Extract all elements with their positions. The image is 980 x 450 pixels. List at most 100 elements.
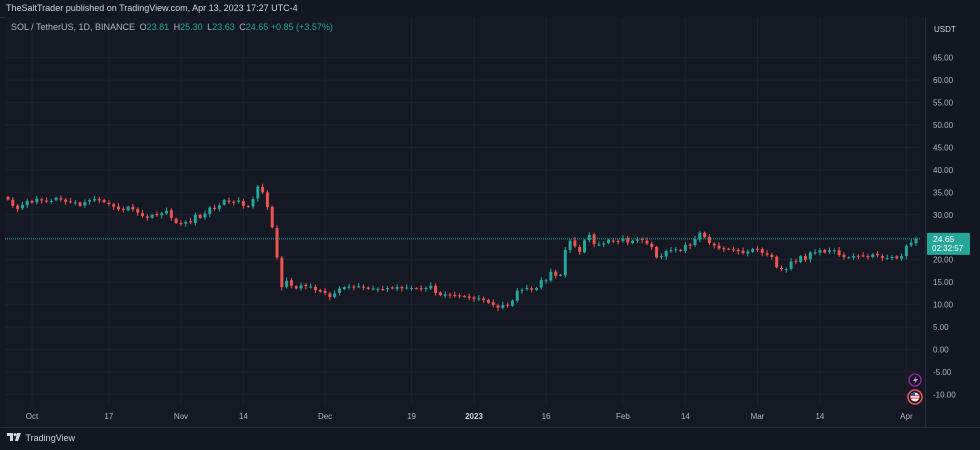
candle <box>419 285 423 292</box>
x-tick-label: Oct <box>26 412 39 421</box>
candle <box>323 288 327 296</box>
change-value: +0.85 (+3.57%) <box>270 22 333 32</box>
x-axis-ticks: Oct 17 Nov 14 Dec 19 2023 16 Feb 14 Mar 14 Apr <box>26 412 913 421</box>
y-tick-label: 20.00 <box>933 256 954 265</box>
candle <box>189 218 193 225</box>
price-axis[interactable] <box>925 17 980 427</box>
candle <box>679 248 683 252</box>
candle <box>414 287 418 290</box>
candlestick-chart[interactable]: 65.00 60.00 55.00 50.00 45.00 40.00 35.00 30.00… <box>0 0 980 427</box>
y-tick-label: 35.00 <box>933 188 954 197</box>
candle <box>410 285 414 291</box>
candle-body <box>193 214 197 223</box>
candle <box>294 285 298 290</box>
candle <box>246 204 250 208</box>
candle-body <box>304 284 308 287</box>
candle-body <box>611 240 615 242</box>
lightning-icon[interactable] <box>908 373 922 387</box>
close-value: 24.65 <box>245 22 269 32</box>
candle-body <box>506 304 510 306</box>
chart-panel[interactable] <box>5 17 925 427</box>
candle-body <box>376 288 380 290</box>
candle <box>270 205 274 229</box>
candle-body <box>189 221 193 223</box>
candle-body <box>760 249 764 253</box>
candle-body <box>688 244 692 246</box>
currency-label: USDT <box>934 25 956 34</box>
candle <box>904 244 908 260</box>
x-tick-label: 14 <box>239 412 248 421</box>
candle-body <box>112 204 116 207</box>
candle <box>386 285 390 292</box>
candle <box>828 247 832 255</box>
candle-body <box>381 289 385 291</box>
candle <box>544 278 548 284</box>
candle <box>530 286 534 293</box>
candle <box>674 247 678 253</box>
flag-icon[interactable] <box>907 389 923 405</box>
symbol-name[interactable]: SOL / TetherUS, 1D, BINANCE <box>11 22 136 32</box>
candle <box>405 284 409 290</box>
candle-body <box>357 286 361 288</box>
candle-body <box>462 296 466 298</box>
symbol-legend[interactable]: SOL / TetherUS, 1D, BINANCE O23.81 H25.3… <box>11 22 333 32</box>
candle <box>338 286 341 296</box>
candle <box>261 183 265 195</box>
candle <box>11 197 15 209</box>
candle <box>597 241 601 247</box>
candle <box>616 239 620 245</box>
candle-body <box>405 287 409 289</box>
candle-body <box>578 246 582 253</box>
candle <box>525 284 529 291</box>
candle <box>746 249 750 257</box>
candle-body <box>467 296 471 298</box>
candle-body <box>434 285 438 293</box>
candle <box>602 241 606 248</box>
candle <box>198 213 202 220</box>
candle-body <box>823 250 827 253</box>
candle <box>736 248 740 255</box>
candle-body <box>92 199 96 201</box>
y-tick-label: 15.00 <box>933 278 954 287</box>
candle <box>371 285 375 291</box>
candle-body <box>44 200 48 202</box>
candle <box>640 237 644 244</box>
candle <box>366 286 370 291</box>
candle <box>813 249 817 255</box>
x-tick-label: Dec <box>318 412 332 421</box>
candle-body <box>294 286 298 289</box>
candle <box>275 225 279 260</box>
candle-body <box>804 256 807 260</box>
candle <box>59 195 63 202</box>
candle <box>914 236 918 247</box>
candle <box>808 250 812 263</box>
candle <box>486 298 490 304</box>
candle-body <box>770 254 774 258</box>
candle <box>174 217 178 225</box>
candle-body <box>35 198 39 203</box>
candle <box>232 200 236 206</box>
candle-body <box>914 238 918 244</box>
candle <box>400 285 404 292</box>
candle-body <box>241 201 245 206</box>
candle-body <box>510 300 514 306</box>
tradingview-logo[interactable]: TradingView <box>7 433 75 443</box>
candle <box>88 198 92 205</box>
candle-body <box>131 206 135 210</box>
candle-body <box>818 250 822 253</box>
candle <box>693 235 697 247</box>
candle-body <box>217 205 221 209</box>
candle <box>97 196 101 204</box>
x-tick-label: Mar <box>751 412 765 421</box>
candles-layer <box>6 183 918 312</box>
candle <box>280 256 284 291</box>
close-label: C <box>239 22 246 32</box>
candle-body <box>722 248 726 250</box>
candle-body <box>534 287 538 290</box>
candle-body <box>587 235 591 241</box>
x-tick-label: Apr <box>900 412 913 421</box>
candle-body <box>880 255 884 258</box>
candle <box>568 239 572 254</box>
candle-body <box>847 257 851 259</box>
candle-body <box>563 249 567 276</box>
